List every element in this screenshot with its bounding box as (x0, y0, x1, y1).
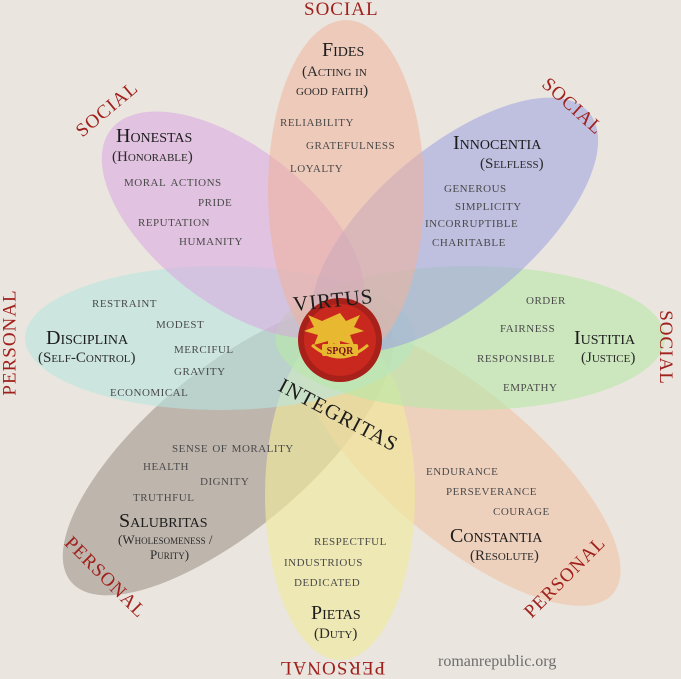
fides-subtitle-2: good faith) (296, 83, 369, 99)
salubritas-name: Salubritas (119, 510, 208, 532)
iustitia-name: Iustitia (574, 327, 636, 349)
innocentia-trait: incorruptible (425, 215, 519, 231)
group-label-bottom: PERSONAL (279, 657, 386, 678)
iustitia-trait: responsible (477, 350, 556, 366)
constantia-trait: endurance (426, 463, 499, 479)
pietas-petal (265, 330, 415, 660)
pietas-trait: respectful (314, 533, 387, 549)
iustitia-subtitle: (Justice) (581, 350, 636, 366)
pietas-trait: dedicated (294, 574, 361, 590)
honestas-trait: pride (198, 194, 233, 210)
spqr-text: SPQR (327, 346, 354, 357)
innocentia-trait: simplicity (455, 198, 522, 214)
honestas-subtitle: (Honorable) (112, 149, 193, 165)
innocentia-trait: charitable (432, 234, 506, 250)
salubritas-trait: health (143, 458, 189, 474)
fides-trait: reliability (280, 114, 354, 130)
pietas-trait: industrious (284, 554, 363, 570)
salubritas-trait: truthful (133, 489, 195, 505)
salubritas-subtitle-1: (Wholesomeness / (118, 532, 213, 547)
honestas-trait: moral actions (124, 174, 222, 190)
iustitia-trait: fairness (500, 320, 556, 336)
group-label-left: PERSONAL (0, 289, 21, 396)
constantia-trait: perseverance (446, 483, 537, 499)
fides-subtitle-1: (Acting in (302, 64, 367, 80)
group-label-top: SOCIAL (304, 0, 379, 20)
fides-trait: gratefulness (306, 137, 396, 153)
iustitia-trait: empathy (503, 379, 558, 395)
disciplina-trait: economical (110, 384, 189, 400)
disciplina-trait: gravity (174, 363, 226, 379)
constantia-subtitle: (Resolute) (470, 548, 539, 564)
fides-trait: loyalty (290, 160, 344, 176)
innocentia-trait: generous (444, 180, 507, 196)
salubritas-trait: sense of morality (172, 440, 294, 456)
salubritas-subtitle-2: Purity) (150, 547, 190, 562)
honestas-name: Honestas (116, 125, 193, 147)
disciplina-trait: merciful (174, 341, 234, 357)
honestas-trait: humanity (179, 233, 243, 249)
constantia-name: Constantia (450, 525, 543, 547)
pietas-subtitle: (Duty) (314, 626, 358, 642)
disciplina-subtitle: (Self-Control) (38, 350, 136, 366)
iustitia-trait: order (526, 292, 566, 308)
disciplina-trait: modest (156, 316, 205, 332)
fides-petal (268, 20, 424, 360)
innocentia-name: Innocentia (453, 132, 542, 154)
fides-name: Fides (322, 39, 365, 61)
disciplina-trait: restraint (92, 295, 157, 311)
salubritas-trait: dignity (200, 473, 250, 489)
disciplina-name: Disciplina (46, 327, 129, 349)
innocentia-subtitle: (Selfless) (480, 156, 544, 172)
spqr-eagle-icon: SPQR (298, 298, 382, 382)
group-label-right: SOCIAL (654, 310, 676, 385)
site-credit: romanrepublic.org (438, 653, 557, 670)
pietas-name: Pietas (311, 602, 361, 624)
honestas-trait: reputation (138, 214, 210, 230)
constantia-trait: courage (493, 503, 550, 519)
